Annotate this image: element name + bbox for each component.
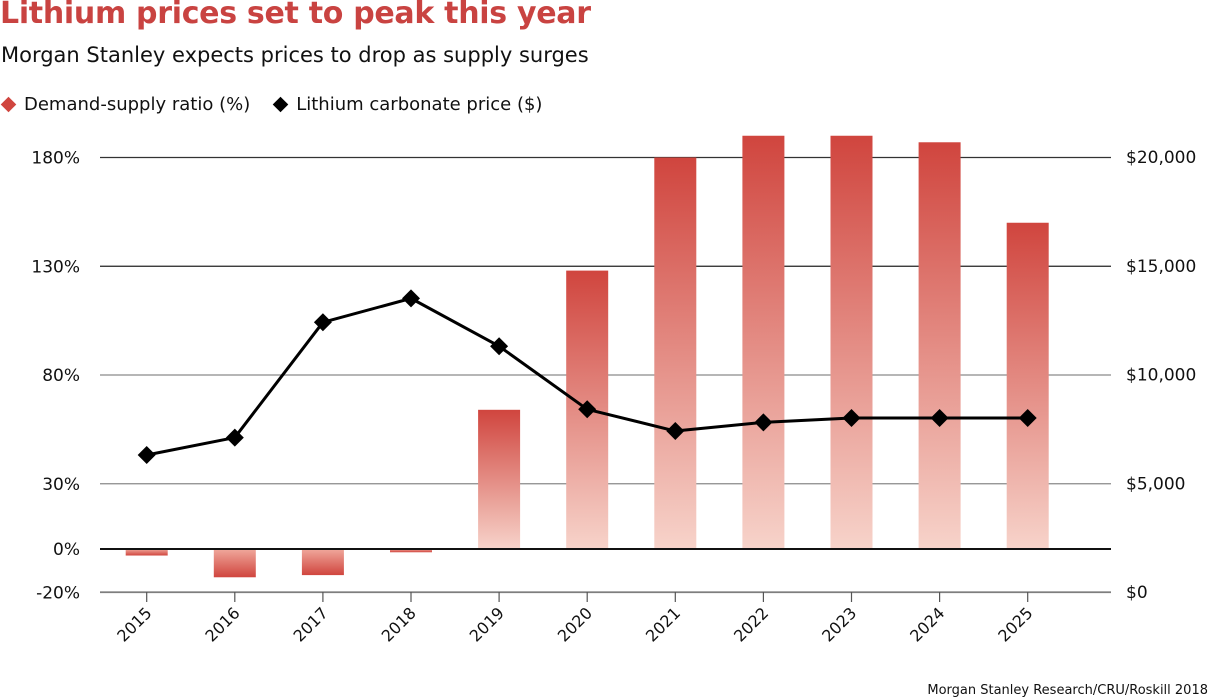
bar-2019: [478, 409, 521, 549]
chart-title: Lithium prices set to peak this year: [0, 0, 591, 31]
y-left-tick-label: 180%: [31, 149, 80, 169]
x-tick-label: 2019: [466, 603, 508, 645]
y-right-tick-label: $15,000: [1126, 257, 1196, 277]
y-right-tick-label: $20,000: [1126, 148, 1196, 168]
y-right-tick-label: $10,000: [1126, 366, 1196, 386]
price-marker-2015: [137, 445, 156, 464]
y-left-tick-label: -20%: [36, 584, 80, 604]
price-marker-2022: [754, 413, 773, 432]
y-left-tick-label: 130%: [31, 257, 80, 277]
bar-2017: [301, 549, 344, 576]
axes: [100, 548, 1111, 602]
x-tick-label: 2016: [201, 603, 243, 645]
bar-2024: [918, 142, 961, 549]
legend-item-price: Lithium carbonate price ($): [272, 94, 542, 115]
x-tick-label: 2021: [642, 603, 684, 645]
legend-item-demand-supply: Demand-supply ratio (%): [0, 94, 250, 115]
bar-2022: [742, 135, 785, 549]
bars: [125, 135, 1049, 578]
price-marker-2024: [930, 409, 949, 427]
price-marker-2019: [490, 337, 509, 356]
price-marker-2018: [402, 289, 420, 308]
y-left-tick-label: 30%: [42, 475, 80, 495]
x-tick-label: 2025: [994, 603, 1036, 645]
x-tick-label: 2022: [730, 603, 772, 645]
legend: Demand-supply ratio (%) Lithium carbonat…: [0, 94, 542, 115]
y-left-tick-label: 80%: [42, 366, 80, 386]
x-tick-label: 2023: [818, 603, 860, 645]
price-marker-2017: [313, 313, 332, 332]
price-marker-2023: [842, 409, 861, 427]
legend-label: Demand-supply ratio (%): [24, 94, 251, 115]
bar-2025: [1006, 222, 1049, 549]
source-note: Morgan Stanley Research/CRU/Roskill 2018: [927, 683, 1208, 698]
price-marker-2025: [1018, 409, 1037, 427]
bar-2018: [390, 549, 432, 553]
chart-subtitle: Morgan Stanley expects prices to drop as…: [1, 43, 589, 67]
x-tick-label: 2015: [113, 603, 155, 645]
y-right-tick-label: $0: [1126, 583, 1148, 603]
legend-label: Lithium carbonate price ($): [296, 94, 543, 115]
price-marker-2016: [225, 428, 244, 447]
bar-2023: [830, 135, 873, 549]
x-tick-label: 2024: [906, 603, 948, 645]
price-marker-2020: [578, 400, 597, 419]
price-line: [137, 289, 1037, 464]
bar-2015: [125, 549, 168, 556]
x-tick-label: 2020: [554, 603, 596, 645]
y-right-tick-label: $5,000: [1126, 474, 1185, 494]
x-tick-label: 2018: [378, 603, 420, 645]
price-marker-2021: [666, 422, 685, 441]
bar-2016: [213, 549, 256, 578]
bar-2021: [654, 157, 697, 549]
y-left-tick-label: 0%: [53, 540, 80, 560]
x-tick-label: 2017: [290, 603, 332, 645]
